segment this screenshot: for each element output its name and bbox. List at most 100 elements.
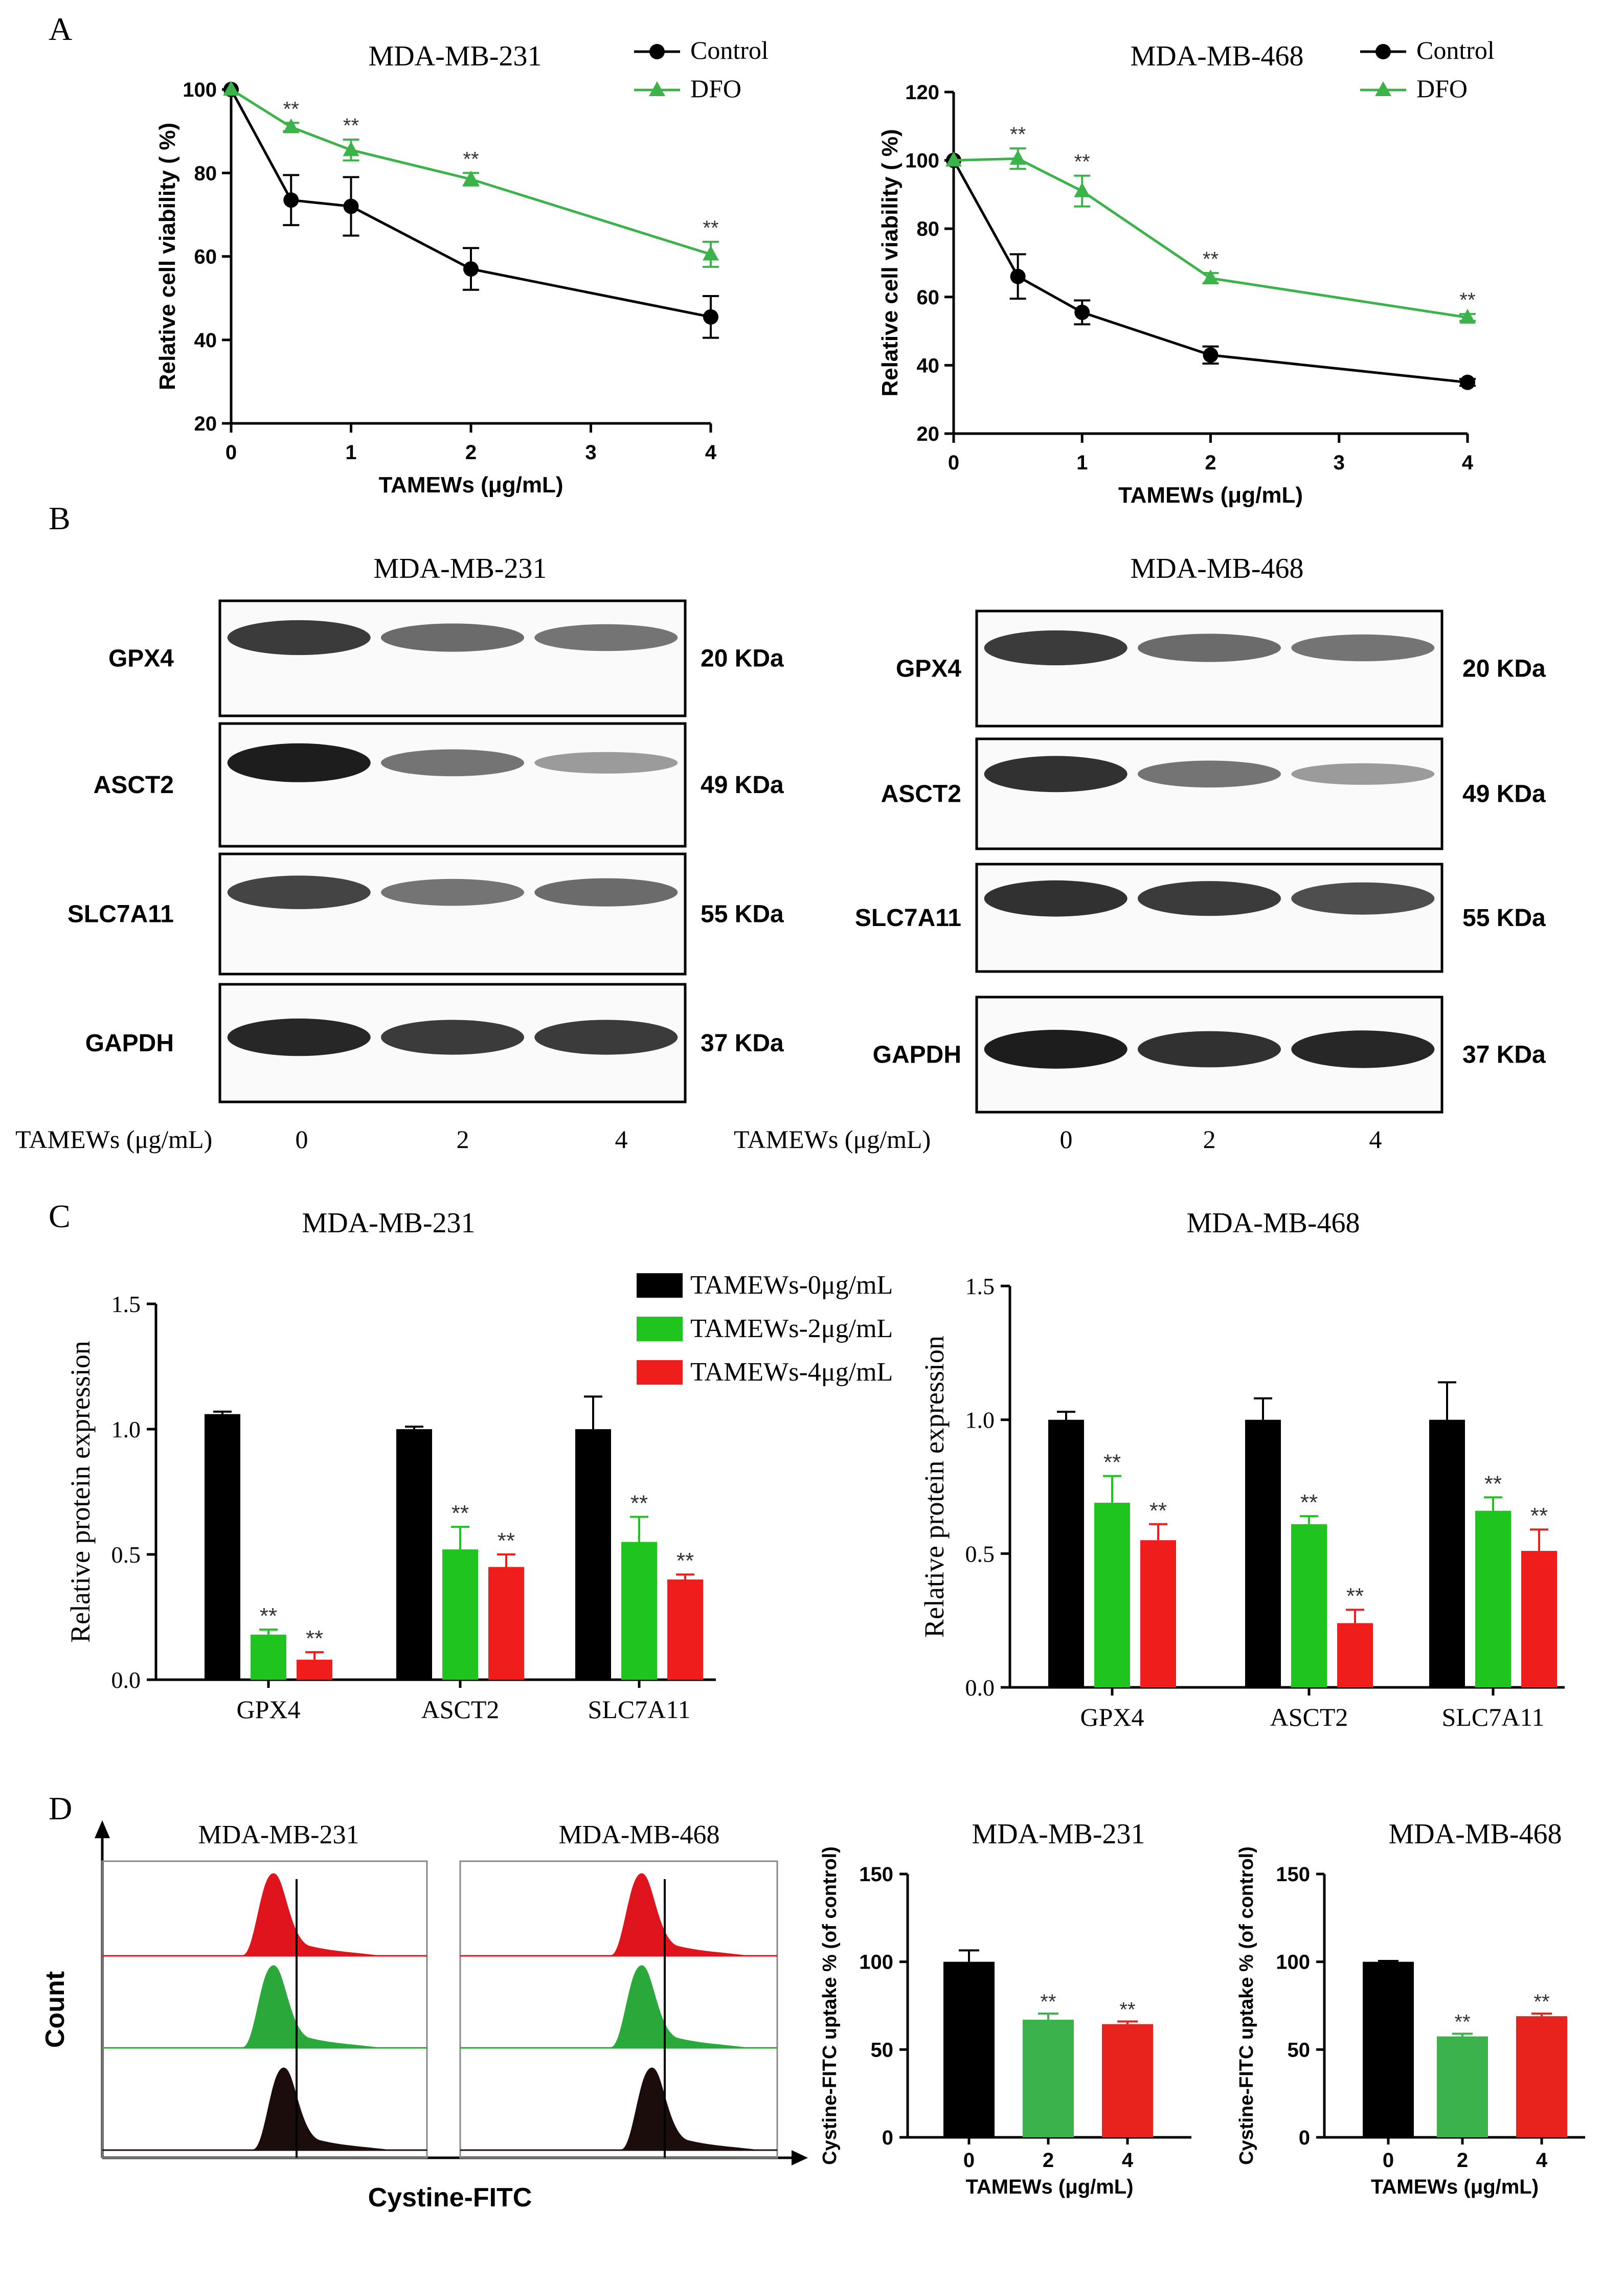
bar [1048, 1419, 1084, 1687]
bar-chart-c-1: MDA-MB-231 0.0 0.5 1.0 1.5 Relative protein e… [65, 1207, 893, 1724]
protein-band [1291, 1030, 1435, 1068]
bar [442, 1549, 478, 1680]
y-tick-label: 100 [905, 150, 939, 172]
legend-marker [649, 81, 665, 96]
x-tick-label: GPX4 [1080, 1703, 1144, 1731]
western-blot-2: MDA-MB-468 GPX4 20 KDa ASCT2 49 KDa SLC7A11 55… [734, 553, 1546, 1154]
data-point-control [1203, 347, 1219, 363]
flow-plot-title: MDA-MB-231 [198, 1820, 359, 1849]
legend-label: DFO [690, 74, 741, 103]
panel-label-c: C [49, 1198, 71, 1234]
blot-title: MDA-MB-468 [1130, 553, 1303, 584]
series-line-dfo [953, 157, 1468, 319]
blot-box [975, 737, 1443, 850]
x-axis-label: TAMEWs (μg/mL) [1371, 2176, 1539, 2198]
protein-band [984, 756, 1127, 793]
protein-band [534, 624, 678, 651]
bar [396, 1429, 432, 1680]
line-chart-a-1: MDA-MB-231 0 1 2 3 4 20 40 60 80 100 TAMEWs (μg/mL)… [155, 36, 769, 498]
significance-label: ** [1074, 151, 1090, 173]
significance-label: ** [1119, 1998, 1135, 2021]
flow-x-axis-label: Cystine-FITC [368, 2183, 532, 2213]
bar [1023, 2019, 1074, 2137]
lane-label: 0 [296, 1125, 308, 1154]
significance-label: ** [1203, 248, 1219, 270]
protein-band [984, 880, 1127, 917]
blot-box [218, 599, 687, 717]
bar [1140, 1540, 1176, 1687]
data-point-dfo [703, 245, 719, 261]
significance-label: ** [463, 148, 479, 170]
x-tick-label: ASCT2 [1270, 1703, 1348, 1731]
protein-label: SLC7A11 [855, 905, 961, 932]
y-axis-label: Cystine-FITC uptake % (of control) [1236, 1846, 1257, 2165]
bar [1363, 1961, 1414, 2137]
bar-chart-c-2: MDA-MB-468 0.0 0.5 1.0 1.5 Relative protein e… [919, 1207, 1565, 1731]
protein-band [227, 743, 371, 782]
x-tick-label: 4 [1122, 2149, 1134, 2172]
x-tick-label: SLC7A11 [588, 1695, 691, 1724]
protein-band [534, 1020, 678, 1055]
chart-title: MDA-MB-231 [368, 40, 542, 72]
data-point-dfo [283, 118, 300, 133]
bar [1475, 1510, 1511, 1687]
y-tick-label: 40 [194, 329, 217, 352]
bar [251, 1634, 286, 1680]
chart-title: MDA-MB-231 [302, 1207, 475, 1239]
uptake-chart-1: MDA-MB-231 0 50 100 150 Cystine-FITC uptake %… [819, 1818, 1191, 2198]
significance-label: ** [1149, 1498, 1167, 1523]
y-tick-label: 50 [871, 2039, 894, 2061]
flow-plot-title: MDA-MB-468 [559, 1820, 720, 1849]
bar [1102, 2024, 1153, 2137]
western-blot-1: MDA-MB-231 GPX4 20 KDa ASCT2 49 KDa SLC7A11 55… [15, 553, 784, 1154]
y-tick-label: 40 [917, 354, 940, 377]
protein-band [1138, 634, 1281, 662]
data-point-dfo [223, 81, 239, 96]
bar [488, 1567, 524, 1680]
y-axis-label: Relative cell viability ( %) [155, 123, 180, 390]
data-point-control [1010, 268, 1026, 284]
y-tick-label: 120 [905, 81, 939, 104]
panel-label-d: D [49, 1790, 72, 1826]
flow-y-axis-label: Count [40, 1971, 70, 2048]
significance-label: ** [630, 1491, 648, 1516]
x-tick-label: 2 [1043, 2149, 1054, 2172]
y-tick-label: 0.0 [965, 1675, 995, 1701]
protein-band [1291, 882, 1435, 915]
y-tick-label: 60 [917, 286, 940, 309]
x-tick-label: ASCT2 [421, 1695, 500, 1724]
protein-size-label: 49 KDa [701, 772, 784, 799]
flow-plot-frame [459, 1860, 778, 2159]
x-tick-label: 2 [1205, 452, 1216, 474]
x-axis-label: TAMEWs (μg/mL) [379, 472, 563, 498]
data-point-control [343, 198, 359, 214]
protein-size-label: 20 KDa [701, 645, 784, 672]
x-tick-label: 2 [465, 441, 477, 464]
x-tick-label: 4 [705, 441, 717, 464]
protein-label: ASCT2 [94, 772, 174, 799]
bar [1429, 1419, 1465, 1687]
chart-title: MDA-MB-468 [1186, 1207, 1360, 1239]
legend-label: TAMEWs-4μg/mL [690, 1358, 893, 1387]
protein-size-label: 20 KDa [1462, 656, 1546, 683]
x-tick-label: 0 [963, 2149, 975, 2172]
legend-marker [1375, 44, 1391, 59]
y-axis-label: Relative protein expression [919, 1336, 950, 1638]
protein-size-label: 37 KDa [701, 1030, 784, 1057]
protein-label: GAPDH [873, 1042, 961, 1069]
significance-label: ** [1530, 1503, 1548, 1528]
x-tick-label: 0 [948, 452, 959, 474]
protein-size-label: 55 KDa [1462, 905, 1546, 932]
data-point-dfo [1074, 182, 1091, 197]
protein-label: GPX4 [896, 656, 961, 683]
y-tick-label: 60 [194, 246, 217, 268]
blot-box [975, 609, 1443, 728]
y-tick-label: 1.5 [111, 1291, 141, 1317]
y-tick-label: 20 [194, 413, 217, 435]
significance-label: ** [343, 115, 359, 137]
y-tick-label: 1.0 [965, 1407, 995, 1433]
significance-label: ** [1010, 123, 1026, 146]
significance-label: ** [452, 1501, 469, 1526]
protein-band [534, 752, 678, 774]
